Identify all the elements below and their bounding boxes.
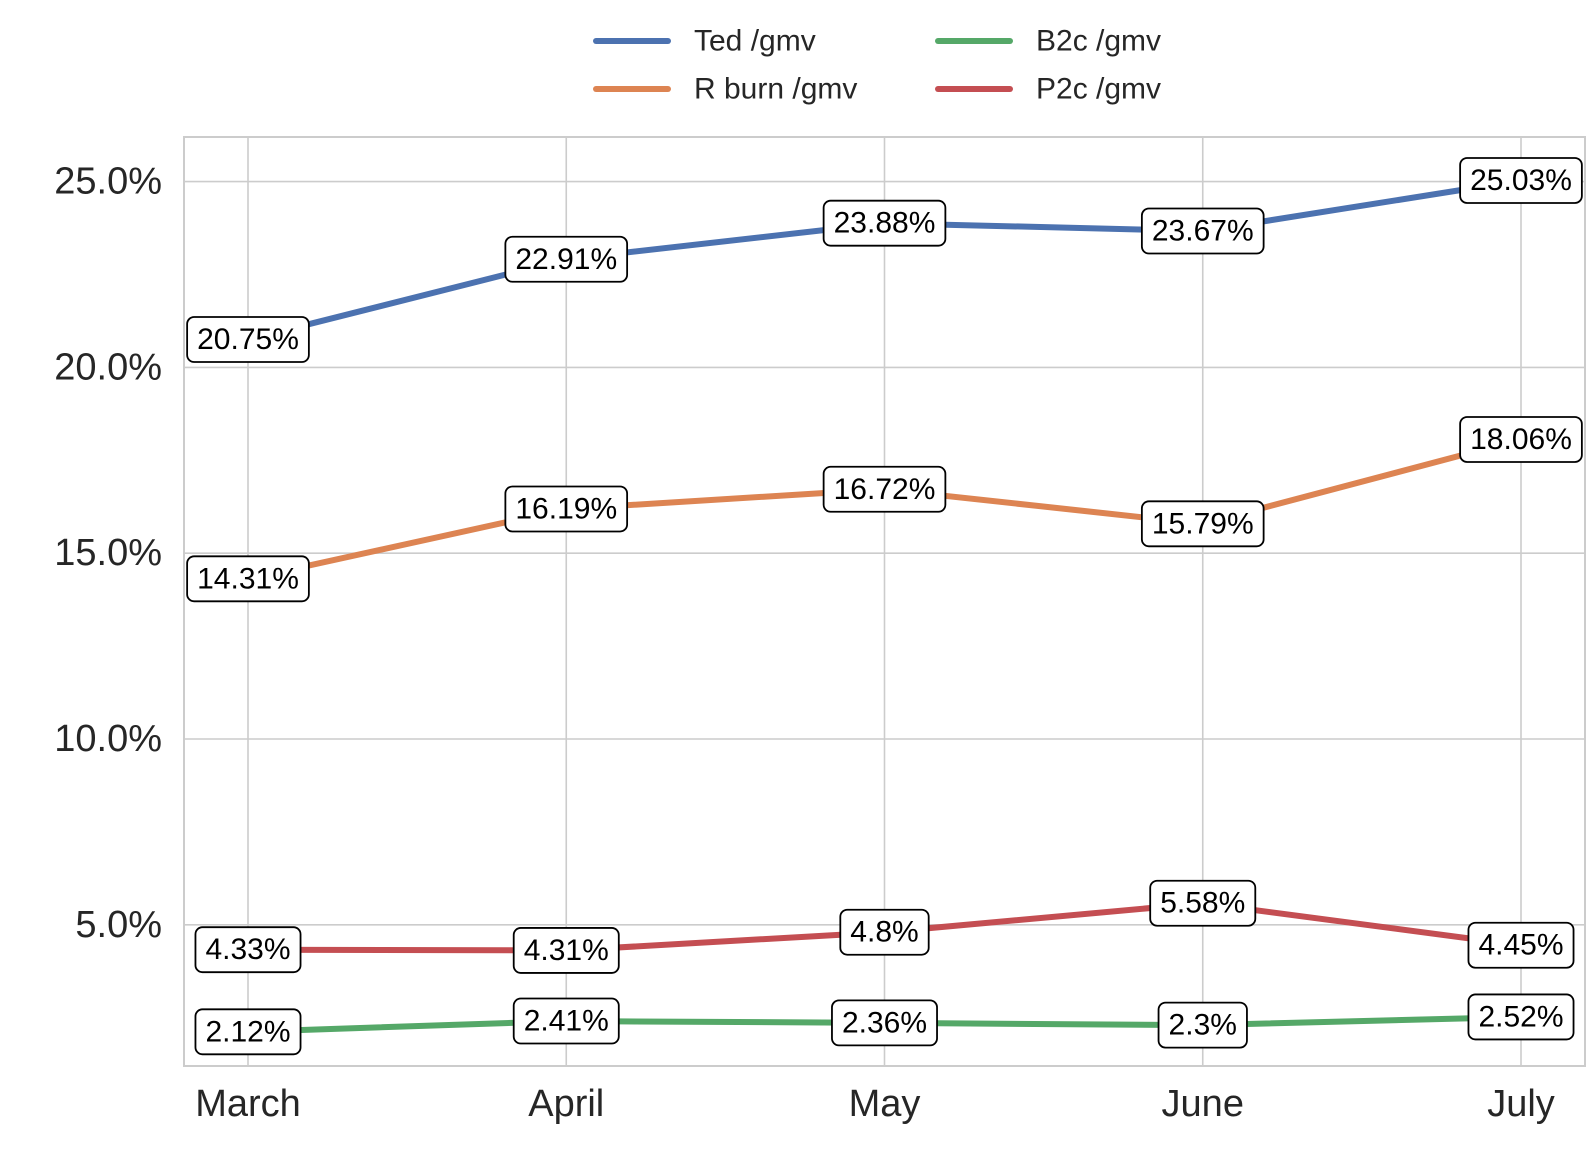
data-label: 4.33%: [194, 926, 302, 974]
y-tick-label: 25.0%: [54, 161, 162, 203]
data-label: 22.91%: [504, 235, 629, 283]
data-label: 4.45%: [1467, 921, 1575, 969]
legend[interactable]: Ted /gmv R burn /gmv B2c /gmv P2c /gmv: [593, 25, 1161, 106]
legend-label: R burn /gmv: [694, 73, 857, 106]
data-label-text: 2.41%: [524, 1005, 609, 1038]
data-label: 15.79%: [1140, 500, 1265, 548]
data-label-box: [1467, 993, 1575, 1041]
data-label-text: 23.67%: [1152, 215, 1254, 248]
data-label: 4.8%: [839, 908, 930, 956]
data-label-text: 16.72%: [834, 473, 936, 506]
data-label-box: [831, 999, 938, 1047]
data-label-box: [504, 235, 629, 283]
legend-entry[interactable]: B2c /gmv: [935, 25, 1161, 58]
data-label: 4.31%: [512, 927, 620, 974]
data-label: 14.31%: [186, 555, 310, 603]
data-label-text: 22.91%: [515, 243, 617, 276]
legend-label: Ted /gmv: [694, 25, 816, 58]
plot-area-frame: [183, 136, 1586, 1067]
legend-label: B2c /gmv: [1036, 25, 1161, 58]
data-label-box: [504, 485, 629, 533]
data-label-text: 16.19%: [515, 492, 617, 525]
data-label-text: 14.31%: [197, 562, 299, 595]
data-label-box: [822, 465, 947, 513]
x-tick-label: May: [849, 1083, 921, 1125]
data-label-box: [1459, 416, 1583, 463]
data-label-text: 20.75%: [197, 323, 299, 356]
data-label-text: 4.33%: [205, 933, 290, 966]
data-label-box: [1467, 921, 1575, 969]
data-label: 2.41%: [512, 997, 620, 1045]
x-tick-label: June: [1162, 1083, 1244, 1125]
data-label: 23.88%: [822, 199, 947, 247]
data-label-box: [1140, 207, 1265, 255]
y-tick-label: 20.0%: [54, 346, 162, 388]
data-label-box: [822, 199, 947, 247]
x-tick-label: April: [528, 1083, 604, 1125]
data-label-box: [186, 316, 310, 363]
data-label: 23.67%: [1140, 207, 1265, 255]
tick-labels-layer: 5.0% 10.0% 15.0% 20.0% 25.0% March April May Jun…: [54, 161, 1555, 1125]
y-tick-label: 15.0%: [54, 532, 162, 574]
data-label-text: 2.3%: [1169, 1009, 1237, 1042]
data-label-text: 18.06%: [1470, 423, 1572, 456]
data-label-text: 2.52%: [1478, 1000, 1563, 1033]
data-label-box: [512, 927, 620, 974]
data-label: 2.12%: [194, 1008, 302, 1056]
data-label-box: [512, 997, 620, 1045]
data-label-box: [839, 908, 930, 956]
data-label-text: 5.58%: [1160, 887, 1245, 920]
data-label: 16.19%: [504, 485, 629, 533]
y-tick-label: 10.0%: [54, 718, 162, 760]
data-label: 2.3%: [1157, 1001, 1248, 1049]
data-label-box: [1149, 879, 1257, 927]
data-label: 18.06%: [1459, 416, 1583, 463]
data-label-text: 2.12%: [205, 1015, 290, 1048]
data-label-text: 25.03%: [1470, 164, 1572, 197]
data-labels-layer: 20.75% 22.91% 23.88% 23.67% 25.03% 14.31% 16.1…: [186, 157, 1583, 1056]
data-label-box: [1157, 1001, 1248, 1049]
legend-label: P2c /gmv: [1036, 73, 1161, 106]
legend-entry[interactable]: R burn /gmv: [593, 73, 857, 106]
x-tick-label: July: [1487, 1083, 1555, 1125]
data-label-text: 23.88%: [834, 207, 936, 240]
data-label-box: [1140, 500, 1265, 548]
data-label-text: 4.31%: [524, 934, 609, 967]
x-tick-label: March: [195, 1083, 301, 1125]
data-label-box: [194, 926, 302, 974]
data-label-box: [1459, 157, 1583, 204]
data-label: 20.75%: [186, 316, 310, 363]
data-label-text: 4.8%: [850, 916, 918, 949]
data-label: 5.58%: [1149, 879, 1257, 927]
legend-entry[interactable]: P2c /gmv: [935, 73, 1161, 106]
data-label-box: [194, 1008, 302, 1056]
data-label: 16.72%: [822, 465, 947, 513]
legend-entry[interactable]: Ted /gmv: [593, 25, 816, 58]
data-label: 2.36%: [831, 999, 938, 1047]
data-label-text: 2.36%: [842, 1006, 927, 1039]
data-label-text: 4.45%: [1478, 929, 1563, 962]
y-tick-label: 5.0%: [75, 904, 162, 946]
data-label-text: 15.79%: [1152, 507, 1254, 540]
data-label: 2.52%: [1467, 993, 1575, 1041]
data-label: 25.03%: [1459, 157, 1583, 204]
data-label-box: [186, 555, 310, 603]
